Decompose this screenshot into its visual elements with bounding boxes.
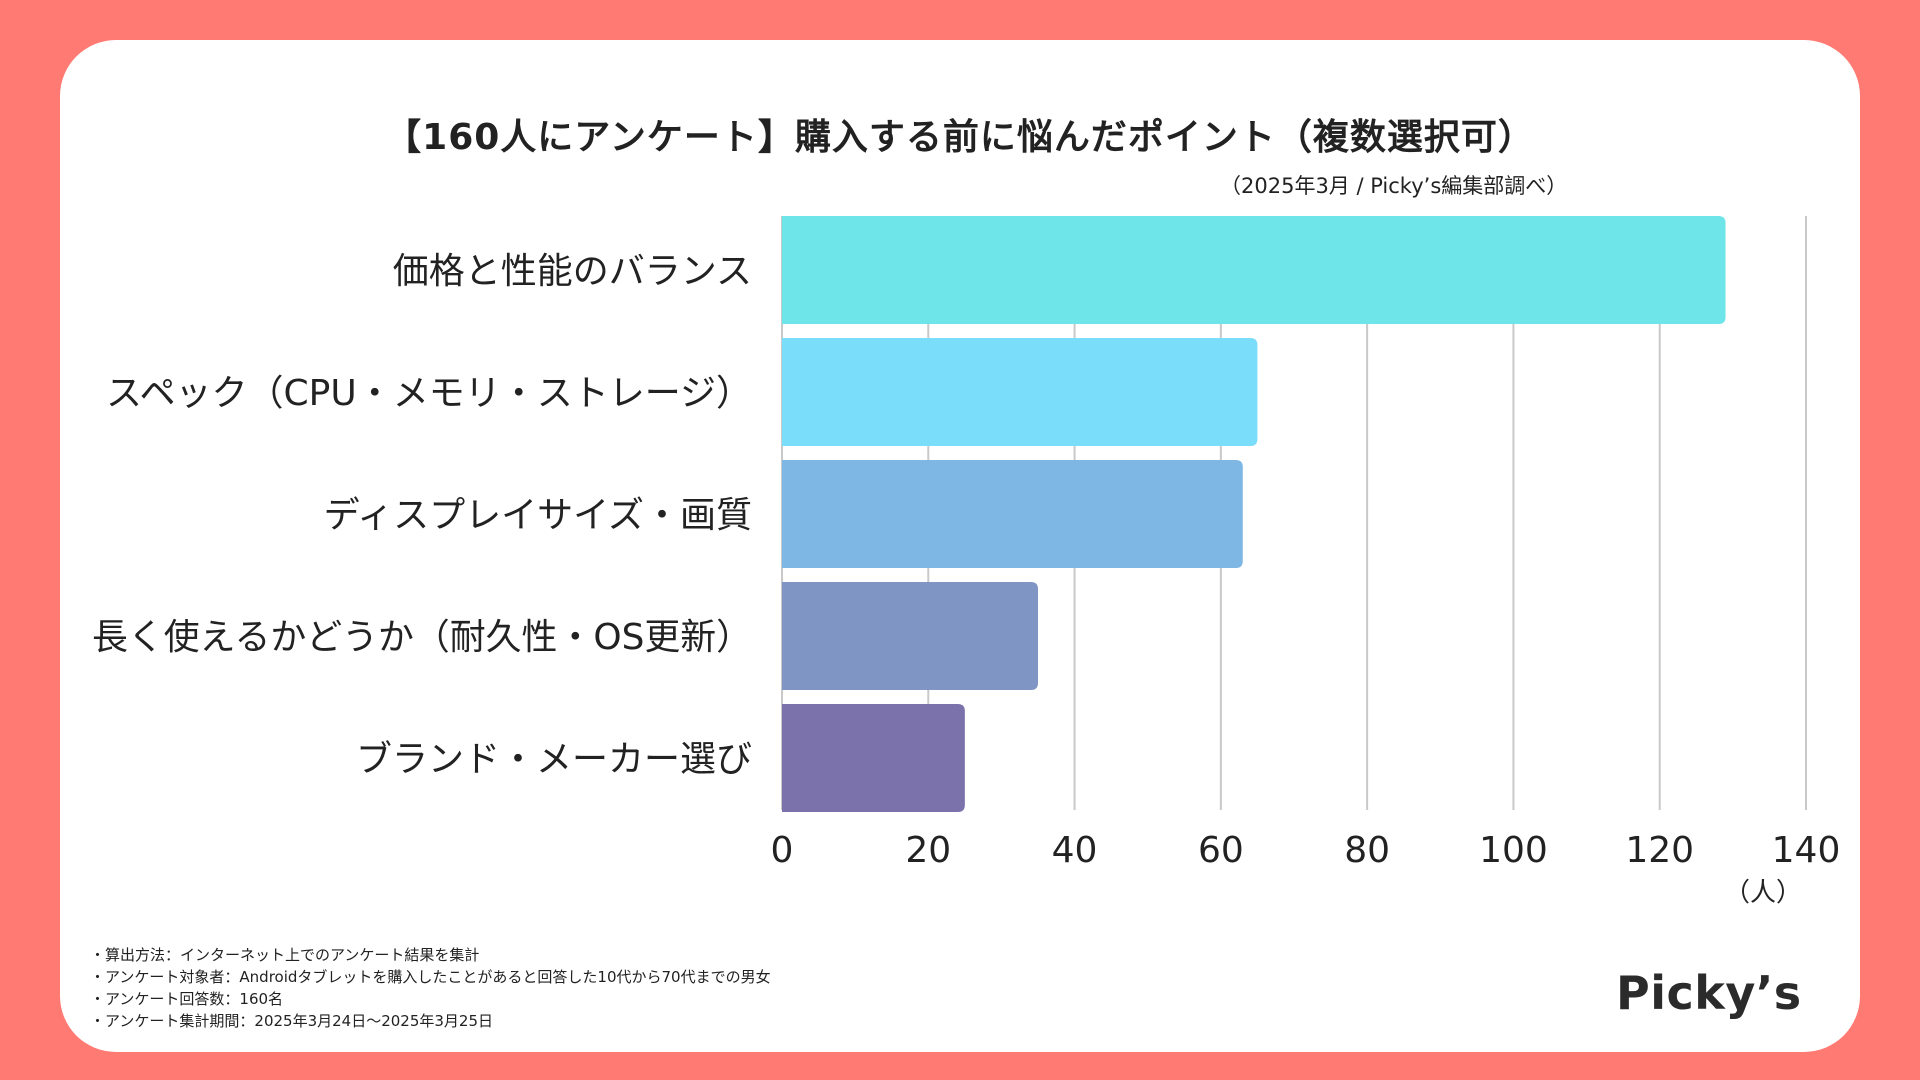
category-label: ディスプレイサイズ・画質: [324, 495, 752, 536]
x-tick-label: 100: [1479, 830, 1548, 871]
note-method: ・算出方法：インターネット上でのアンケート結果を集計: [90, 946, 480, 964]
survey-notes: ・算出方法：インターネット上でのアンケート結果を集計 ・アンケート対象者：And…: [90, 944, 771, 1032]
note-count: ・アンケート回答数：160名: [90, 990, 284, 1008]
brand-logo: Picky’s: [1616, 966, 1802, 1020]
note-target: ・アンケート対象者：Androidタブレットを購入したことがあると回答した10代…: [90, 968, 771, 986]
x-tick-label: 120: [1625, 830, 1694, 871]
category-label: スペック（CPU・メモリ・ストレージ）: [106, 373, 752, 414]
x-tick-label: 0: [771, 830, 794, 871]
chart-source: （2025年3月 / Picky’s編集部調べ）: [1220, 174, 1568, 198]
bar-5: [782, 704, 965, 812]
bar-3: [782, 460, 1243, 568]
chart-title: 【160人にアンケート】購入する前に悩んだポイント（複数選択可）: [385, 117, 1535, 158]
bar-layer: [782, 216, 1726, 812]
category-label: 長く使えるかどうか（耐久性・OS更新）: [92, 617, 752, 658]
x-axis-unit-label: （人）: [1724, 878, 1803, 908]
bar-1: [782, 216, 1726, 324]
x-tick-label: 40: [1052, 830, 1098, 871]
bar-2: [782, 338, 1258, 446]
tick-label-layer: 0 20 40 60 80 100 120 140: [771, 830, 1841, 871]
x-tick-label: 80: [1344, 830, 1390, 871]
bar-4: [782, 582, 1038, 690]
x-tick-label: 140: [1772, 830, 1841, 871]
chart-card: 【160人にアンケート】購入する前に悩んだポイント（複数選択可） （2025年3…: [60, 40, 1860, 1052]
category-label: ブランド・メーカー選び: [356, 739, 752, 780]
note-period: ・アンケート集計期間：2025年3月24日〜2025年3月25日: [90, 1012, 494, 1030]
x-tick-label: 60: [1198, 830, 1244, 871]
category-label: 価格と性能のバランス: [393, 251, 752, 292]
x-tick-label: 20: [905, 830, 951, 871]
